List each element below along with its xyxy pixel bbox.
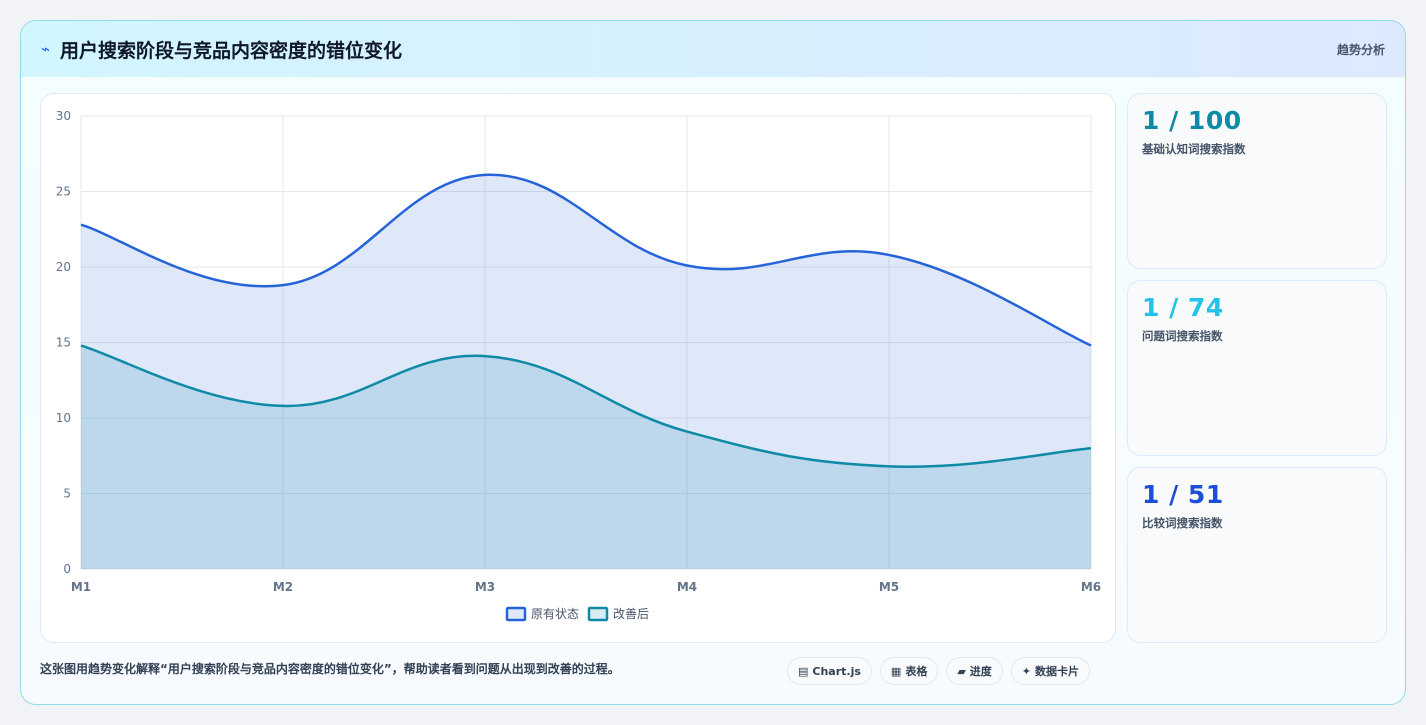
pill-label: 进度 — [969, 665, 992, 678]
y-tick-label: 25 — [56, 185, 71, 199]
series-area-2 — [81, 345, 1091, 569]
legend-label-2: 改善后 — [613, 606, 649, 621]
stat-card-question: 1 / 74 问题词搜索指数 — [1127, 280, 1387, 456]
pill-data-card[interactable]: ✦ 数据卡片 — [1010, 657, 1091, 685]
pill-label: Chart.js — [812, 664, 861, 678]
chart-card: ⌁ 用户搜索阶段与竞品内容密度的错位变化 趋势分析 0 5 10 15 20 25 30 M1… — [20, 20, 1406, 705]
pill-label: 数据卡片 — [1035, 665, 1080, 678]
y-tick-label: 5 — [63, 487, 71, 501]
area-chart: 0 5 10 15 20 25 30 M1 M2 M3 M4 M5 M6 原有状态 改善后 — [56, 109, 1101, 622]
table-icon: ▦ — [890, 664, 902, 678]
y-tick-label: 20 — [56, 260, 71, 274]
x-tick-label: M1 — [71, 580, 91, 594]
progress-icon: ▰ — [957, 664, 966, 678]
x-tick-label: M6 — [1081, 580, 1101, 594]
x-tick-label: M4 — [677, 580, 697, 594]
legend-label-1: 原有状态 — [531, 607, 579, 621]
stat-value: 1 / 100 — [1142, 106, 1242, 135]
pill-progress[interactable]: ▰ 进度 — [946, 657, 1003, 685]
stat-value: 1 / 74 — [1142, 293, 1224, 322]
stat-label: 基础认知词搜索指数 — [1142, 142, 1246, 156]
legend-swatch-2 — [587, 606, 609, 622]
series-area-1 — [81, 174, 1091, 569]
stat-label: 比较词搜索指数 — [1142, 516, 1223, 530]
stat-label: 问题词搜索指数 — [1142, 329, 1223, 343]
header-tag: 趋势分析 — [1336, 42, 1385, 57]
tag-pills: ▤ Chart.js ▦ 表格 ▰ 进度 ✦ 数据卡片 — [787, 657, 1091, 685]
sparkle-icon: ✦ — [1021, 664, 1032, 678]
y-tick-label: 15 — [56, 336, 71, 350]
y-tick-label: 30 — [56, 109, 71, 123]
stat-value: 1 / 51 — [1142, 480, 1224, 509]
trend-line-icon: ⌁ — [41, 39, 51, 58]
page-title: 用户搜索阶段与竞品内容密度的错位变化 — [60, 39, 403, 62]
stat-card-basic: 1 / 100 基础认知词搜索指数 — [1127, 93, 1387, 269]
pill-table[interactable]: ▦ 表格 — [879, 657, 939, 685]
chart-panel: 0 5 10 15 20 25 30 M1 M2 M3 M4 M5 M6 原有状态 改善后 — [40, 93, 1116, 643]
chart-caption: 这张图用趋势变化解释“用户搜索阶段与竞品内容密度的错位变化”，帮助读者看到问题从… — [40, 662, 620, 676]
y-tick-label: 0 — [63, 562, 71, 576]
chart-icon: ▤ — [798, 664, 809, 678]
y-tick-label: 10 — [56, 411, 71, 425]
series-line-1 — [80, 173, 1092, 347]
legend-swatch-1 — [505, 606, 527, 622]
series-line-2 — [80, 344, 1092, 468]
x-tick-label: M3 — [475, 580, 495, 594]
pill-chartjs[interactable]: ▤ Chart.js — [787, 657, 872, 685]
pill-label: 表格 — [905, 665, 928, 678]
x-tick-label: M5 — [879, 580, 899, 594]
card-header: ⌁ 用户搜索阶段与竞品内容密度的错位变化 趋势分析 — [21, 21, 1405, 77]
stat-card-compare: 1 / 51 比较词搜索指数 — [1127, 467, 1387, 643]
x-tick-label: M2 — [273, 580, 293, 594]
